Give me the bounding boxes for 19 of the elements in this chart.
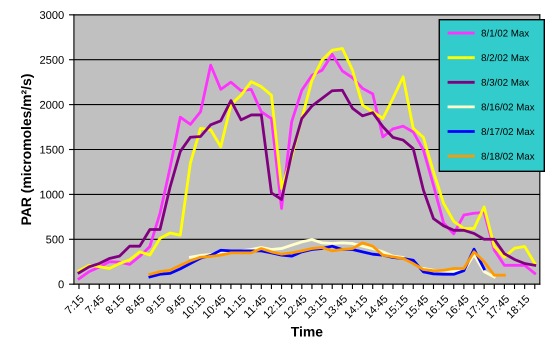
legend-label: 8/1/02 Max (481, 29, 530, 37)
x-tick-label: 7:45 (84, 294, 105, 315)
line-series (148, 241, 506, 277)
x-axis-title: Time (290, 326, 322, 337)
x-tick-label: 7:15 (64, 294, 84, 315)
legend-label: 8/16/02 Max (481, 103, 534, 110)
legend-label: 8/3/02 Max (481, 78, 530, 86)
y-tick-label: 3000 (40, 11, 64, 19)
y-tick-label: 2000 (40, 100, 64, 109)
y-tick-label: 500 (46, 236, 64, 244)
legend-label: 8/18/02 Max (481, 152, 534, 160)
y-axis-title: PAR (micromoles/m²/s) (20, 74, 34, 224)
y-tick-label: 0 (58, 280, 64, 288)
y-tick-label: 2500 (40, 56, 64, 64)
y-tick-label: 1000 (40, 190, 64, 199)
y-tick-label: 1500 (40, 146, 64, 154)
line-series (78, 88, 536, 274)
legend-label: 8/17/02 Max (481, 128, 534, 136)
legend-label: 8/2/02 Max (481, 54, 530, 62)
